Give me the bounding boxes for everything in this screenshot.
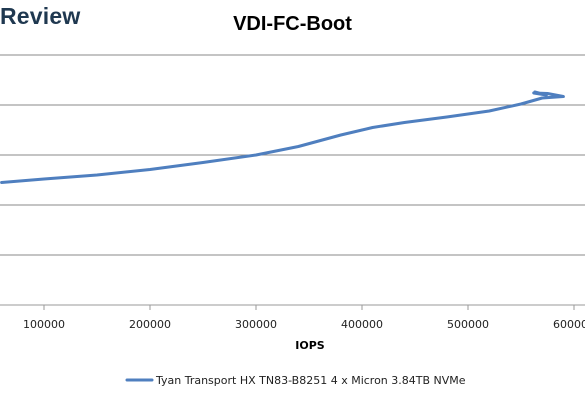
- series-group: [0, 90, 565, 184]
- chart-title: VDI-FC-Boot: [233, 13, 352, 35]
- x-tick-label: 600000: [553, 318, 585, 331]
- grid-lines: [0, 54, 585, 306]
- x-tick-label: 500000: [447, 318, 489, 331]
- x-axis-label: IOPS: [295, 339, 325, 352]
- x-tick-label: 400000: [341, 318, 383, 331]
- x-tick-label: 300000: [235, 318, 277, 331]
- x-tick-label: 100000: [23, 318, 65, 331]
- brand-logo: Review: [0, 3, 81, 29]
- series-line: [0, 90, 565, 184]
- legend: Tyan Transport HX TN83-B8251 4 x Micron …: [125, 374, 466, 387]
- x-tick-label: 200000: [129, 318, 171, 331]
- legend-label: Tyan Transport HX TN83-B8251 4 x Micron …: [155, 374, 466, 387]
- x-axis-ticks: 100000 200000 300000 400000 500000 600000: [23, 305, 585, 331]
